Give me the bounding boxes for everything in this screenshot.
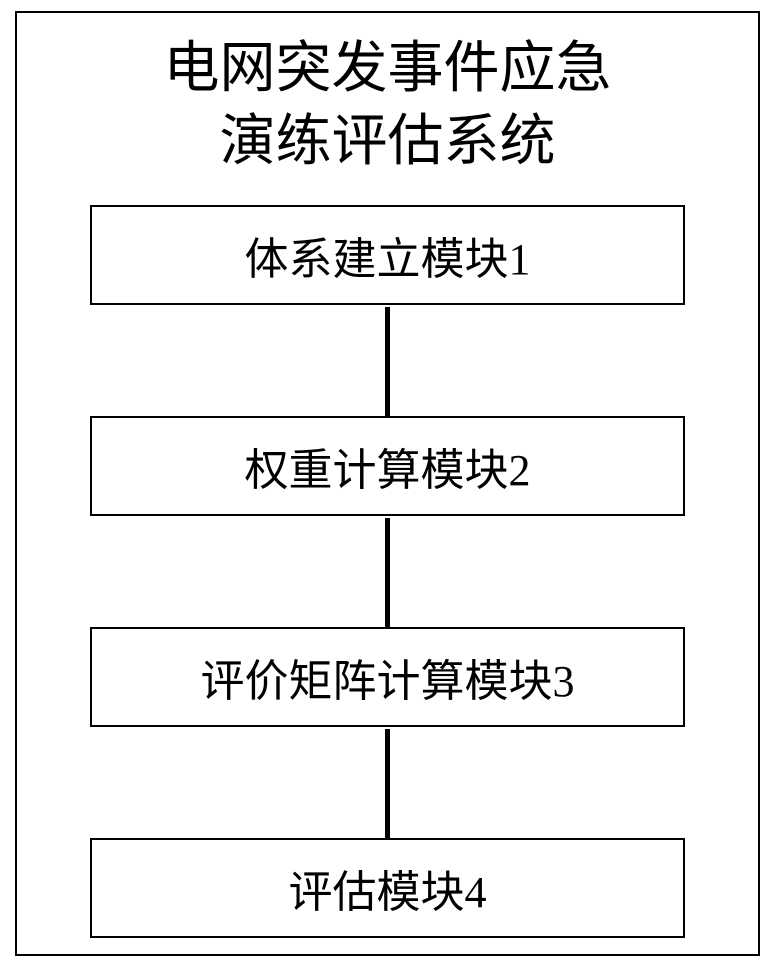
connector-1-2 (385, 307, 390, 416)
module-box-2: 权重计算模块2 (90, 416, 685, 516)
module-label: 权重计算模块2 (245, 434, 531, 498)
title-line-1: 电网突发事件应急 (90, 33, 685, 106)
module-label: 体系建立模块1 (245, 223, 531, 287)
module-label: 评价矩阵计算模块3 (201, 645, 575, 709)
title-line-2: 演练评估系统 (90, 106, 685, 179)
module-box-3: 评价矩阵计算模块3 (90, 627, 685, 727)
system-title: 电网突发事件应急 演练评估系统 (90, 33, 685, 179)
connector-2-3 (385, 518, 390, 627)
connector-3-4 (385, 729, 390, 838)
module-label: 评估模块4 (289, 856, 487, 920)
module-box-1: 体系建立模块1 (90, 205, 685, 305)
module-box-4: 评估模块4 (90, 838, 685, 938)
